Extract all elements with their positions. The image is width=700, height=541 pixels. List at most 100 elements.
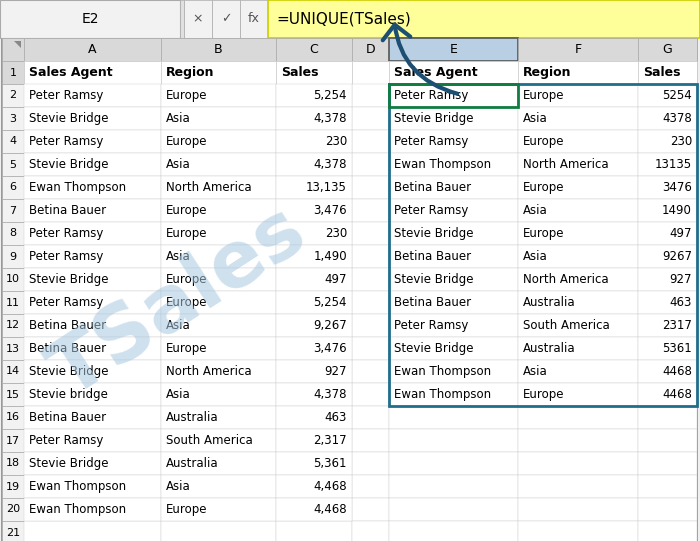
Text: 1: 1 xyxy=(10,68,17,77)
Bar xyxy=(161,245,276,268)
Text: Peter Ramsy: Peter Ramsy xyxy=(29,89,104,102)
Text: 9,267: 9,267 xyxy=(314,319,347,332)
Bar xyxy=(638,199,697,222)
Bar xyxy=(389,222,518,245)
Bar xyxy=(352,452,389,475)
Bar xyxy=(180,0,184,38)
Bar xyxy=(389,107,518,130)
Text: 9: 9 xyxy=(9,252,17,261)
Bar xyxy=(389,84,518,107)
Bar xyxy=(389,337,518,360)
Bar xyxy=(352,130,389,153)
Text: 13,135: 13,135 xyxy=(306,181,347,194)
Text: 5361: 5361 xyxy=(662,342,692,355)
Bar xyxy=(2,452,24,475)
Text: 2,317: 2,317 xyxy=(314,434,347,447)
Bar xyxy=(2,475,24,498)
Text: 13: 13 xyxy=(6,344,20,353)
Bar xyxy=(352,84,389,107)
Text: TSales: TSales xyxy=(37,193,319,413)
Bar xyxy=(389,475,518,498)
Text: Asia: Asia xyxy=(166,158,190,171)
Bar xyxy=(276,360,352,383)
Bar xyxy=(638,130,697,153)
Text: Europe: Europe xyxy=(166,135,207,148)
Bar xyxy=(276,498,352,521)
Bar xyxy=(352,498,389,521)
Text: Australia: Australia xyxy=(523,296,575,309)
Bar xyxy=(352,38,389,61)
Text: Ewan Thompson: Ewan Thompson xyxy=(394,158,491,171)
Text: 4,468: 4,468 xyxy=(314,480,347,493)
Bar xyxy=(518,429,638,452)
Bar xyxy=(638,268,697,291)
Bar xyxy=(2,337,24,360)
Text: Stevie Bridge: Stevie Bridge xyxy=(29,112,108,125)
Bar xyxy=(2,521,24,541)
Text: Stevie Bridge: Stevie Bridge xyxy=(29,365,108,378)
Text: Peter Ramsy: Peter Ramsy xyxy=(29,227,104,240)
Text: Betina Bauer: Betina Bauer xyxy=(29,204,106,217)
Bar xyxy=(518,130,638,153)
Bar xyxy=(638,222,697,245)
Bar xyxy=(638,360,697,383)
Text: North America: North America xyxy=(166,365,251,378)
Bar xyxy=(638,475,697,498)
Bar xyxy=(638,383,697,406)
Bar xyxy=(352,521,389,541)
Bar xyxy=(638,61,697,84)
Text: 927: 927 xyxy=(669,273,692,286)
Bar xyxy=(389,84,518,107)
Text: 1,490: 1,490 xyxy=(314,250,347,263)
Bar xyxy=(352,337,389,360)
Text: 4,468: 4,468 xyxy=(314,503,347,516)
Bar xyxy=(161,521,276,541)
Bar xyxy=(518,452,638,475)
Text: 3476: 3476 xyxy=(662,181,692,194)
Text: 21: 21 xyxy=(6,527,20,538)
Bar xyxy=(240,0,268,38)
Text: Peter Ramsy: Peter Ramsy xyxy=(29,296,104,309)
Text: Europe: Europe xyxy=(166,273,207,286)
Bar xyxy=(389,153,518,176)
Bar xyxy=(389,199,518,222)
Text: E: E xyxy=(449,43,457,56)
Bar xyxy=(276,406,352,429)
Text: Stevie Bridge: Stevie Bridge xyxy=(29,158,108,171)
Text: 927: 927 xyxy=(325,365,347,378)
Text: Europe: Europe xyxy=(523,388,564,401)
Text: 5,361: 5,361 xyxy=(314,457,347,470)
Text: Europe: Europe xyxy=(166,204,207,217)
Bar xyxy=(518,521,638,541)
Bar xyxy=(161,360,276,383)
Bar xyxy=(389,452,518,475)
Bar xyxy=(24,84,161,107)
Bar xyxy=(2,498,24,521)
Bar xyxy=(389,429,518,452)
Bar xyxy=(389,383,518,406)
Text: Stevie bridge: Stevie bridge xyxy=(29,388,108,401)
Bar xyxy=(2,176,24,199)
Text: Europe: Europe xyxy=(523,89,564,102)
Text: Europe: Europe xyxy=(523,227,564,240)
Text: Europe: Europe xyxy=(523,135,564,148)
Text: Europe: Europe xyxy=(166,227,207,240)
Bar xyxy=(161,199,276,222)
Bar xyxy=(161,84,276,107)
Text: 2317: 2317 xyxy=(662,319,692,332)
Bar xyxy=(161,314,276,337)
Bar xyxy=(518,61,638,84)
Bar xyxy=(389,61,518,84)
Text: 4,378: 4,378 xyxy=(314,388,347,401)
Text: Asia: Asia xyxy=(523,250,547,263)
Bar xyxy=(2,406,24,429)
Bar xyxy=(352,291,389,314)
Bar xyxy=(276,383,352,406)
Bar xyxy=(161,429,276,452)
Bar xyxy=(276,429,352,452)
Bar xyxy=(352,107,389,130)
Bar xyxy=(518,291,638,314)
Text: 8: 8 xyxy=(9,228,17,239)
Bar xyxy=(352,475,389,498)
Bar xyxy=(352,61,389,84)
